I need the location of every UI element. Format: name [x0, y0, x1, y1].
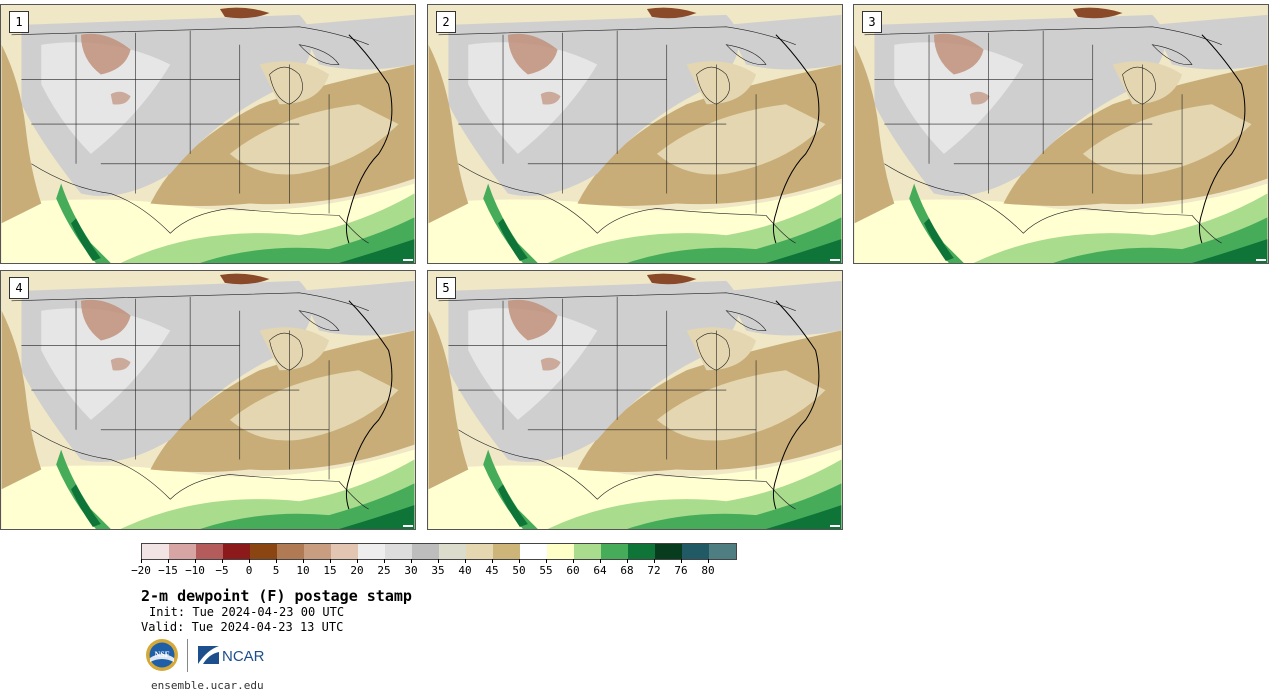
colorbar-tick [492, 559, 493, 563]
member-panel-5: 5 [427, 270, 843, 530]
colorbar-segment [520, 544, 547, 559]
colorbar-tick-label: 72 [647, 564, 661, 577]
colorbar-tick-label: −20 [131, 564, 151, 577]
scale-mark [403, 525, 413, 527]
member-panel-1: 1 [0, 4, 416, 264]
nsf-logo-icon: NSF [146, 639, 178, 671]
colorbar-segment [250, 544, 277, 559]
colorbar-segment [439, 544, 466, 559]
colorbar-tick [384, 559, 385, 563]
colorbar-tick-label: 64 [593, 564, 607, 577]
ncar-logo-icon: NCAR [198, 646, 265, 665]
colorbar-segment [385, 544, 412, 559]
colorbar-tick-label: 10 [296, 564, 310, 577]
colorbar-tick-label: 5 [272, 564, 280, 577]
colorbar-tick [681, 559, 682, 563]
colorbar-segment [655, 544, 682, 559]
colorbar-segment [169, 544, 196, 559]
logos: NSF NCAR [145, 638, 275, 674]
scale-mark [1256, 259, 1266, 261]
colorbar-segment [223, 544, 250, 559]
ncar-logo-text: NCAR [222, 648, 265, 665]
colorbar-ticks: −20 −15 −10 −5 0 5 10 15 20 25 30 35 40 45 50 55 60 64 68 7… [131, 559, 761, 579]
colorbar-tick-label: −15 [158, 564, 178, 577]
nsf-logo-text: NSF [154, 650, 169, 659]
member-number-label: 4 [9, 277, 29, 299]
colorbar-tick [411, 559, 412, 563]
colorbar-tick [249, 559, 250, 563]
colorbar-tick [627, 559, 628, 563]
colorbar-segment [628, 544, 655, 559]
colorbar-tick [168, 559, 169, 563]
colorbar-segment [709, 544, 736, 559]
dewpoint-map-2 [428, 5, 842, 263]
colorbar-segment [304, 544, 331, 559]
colorbar-tick-label: 76 [674, 564, 688, 577]
colorbar-segment [493, 544, 520, 559]
colorbar-tick-label: 55 [539, 564, 553, 577]
colorbar-segment [142, 544, 169, 559]
colorbar-tick [141, 559, 142, 563]
colorbar-tick-label: 20 [350, 564, 364, 577]
member-number-label: 5 [436, 277, 456, 299]
colorbar-tick-label: 25 [377, 564, 391, 577]
dewpoint-map-5 [428, 271, 842, 529]
colorbar-tick-label: 60 [566, 564, 580, 577]
colorbar-tick [357, 559, 358, 563]
colorbar-tick [600, 559, 601, 563]
colorbar-tick [465, 559, 466, 563]
colorbar-tick-label: 30 [404, 564, 418, 577]
colorbar-tick [708, 559, 709, 563]
colorbar-segment [574, 544, 601, 559]
colorbar-tick-label: 35 [431, 564, 445, 577]
valid-time: Valid: Tue 2024-04-23 13 UTC [141, 620, 344, 634]
colorbar-segment [601, 544, 628, 559]
scale-mark [830, 259, 840, 261]
colorbar-tick-label: 0 [245, 564, 253, 577]
colorbar-tick-label: 68 [620, 564, 634, 577]
colorbar-tick [303, 559, 304, 563]
member-number-label: 2 [436, 11, 456, 33]
colorbar-segment [547, 544, 574, 559]
colorbar-tick [654, 559, 655, 563]
colorbar-tick-label: −5 [215, 564, 229, 577]
init-time: Init: Tue 2024-04-23 00 UTC [149, 605, 345, 619]
colorbar-tick-label: 15 [323, 564, 337, 577]
colorbar-tick-label: −10 [185, 564, 205, 577]
colorbar-segment [682, 544, 709, 559]
dewpoint-map-4 [1, 271, 415, 529]
dewpoint-map-3 [854, 5, 1268, 263]
logo-divider [187, 639, 188, 672]
colorbar-segment [196, 544, 223, 559]
colorbar-tick [222, 559, 223, 563]
member-panel-3: 3 [853, 4, 1269, 264]
colorbar-tick-label: 80 [701, 564, 715, 577]
colorbar-tick [438, 559, 439, 563]
member-panel-2: 2 [427, 4, 843, 264]
colorbar-tick [195, 559, 196, 563]
member-number-label: 3 [862, 11, 882, 33]
colorbar-tick [573, 559, 574, 563]
colorbar-segment [412, 544, 439, 559]
colorbar [141, 543, 737, 560]
product-title: 2-m dewpoint (F) postage stamp [141, 587, 412, 605]
colorbar-tick-label: 50 [512, 564, 526, 577]
colorbar-tick-label: 45 [485, 564, 499, 577]
colorbar-tick-label: 40 [458, 564, 472, 577]
colorbar-tick [330, 559, 331, 563]
colorbar-segment [358, 544, 385, 559]
colorbar-segment [277, 544, 304, 559]
dewpoint-map-1 [1, 5, 415, 263]
colorbar-tick [546, 559, 547, 563]
site-url: ensemble.ucar.edu [151, 679, 264, 692]
member-panel-4: 4 [0, 270, 416, 530]
colorbar-tick [276, 559, 277, 563]
scale-mark [403, 259, 413, 261]
colorbar-segment [466, 544, 493, 559]
scale-mark [830, 525, 840, 527]
member-number-label: 1 [9, 11, 29, 33]
colorbar-tick [519, 559, 520, 563]
colorbar-segment [331, 544, 358, 559]
